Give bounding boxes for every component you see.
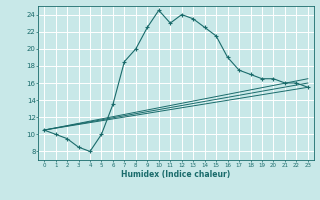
X-axis label: Humidex (Indice chaleur): Humidex (Indice chaleur) [121, 170, 231, 179]
